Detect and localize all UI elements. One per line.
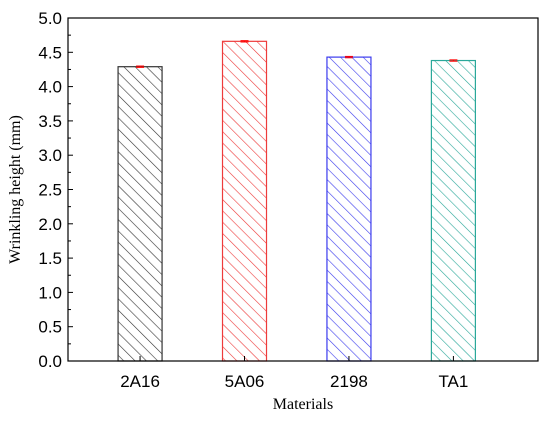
y-tick-label: 1.0 <box>38 283 62 302</box>
x-tick-label: TA1 <box>438 372 468 391</box>
y-tick-label: 0.0 <box>38 352 62 371</box>
bar-2198 <box>326 56 372 362</box>
y-axis-title: Wrinkling height (mm) <box>7 115 24 264</box>
error-bar-ta1 <box>449 59 458 62</box>
x-axis-title: Materials <box>273 396 333 413</box>
y-tick-label: 2.5 <box>38 181 62 200</box>
bar-ta1 <box>430 59 476 362</box>
x-tick-label: 5A06 <box>225 372 265 391</box>
y-tick-label: 1.5 <box>38 249 62 268</box>
x-tick-label: 2A16 <box>120 372 160 391</box>
error-bar-2a16 <box>136 65 145 68</box>
bar-2a16 <box>117 66 163 362</box>
y-tick-label: 3.0 <box>38 146 62 165</box>
x-tick-label: 2198 <box>330 372 368 391</box>
error-bar-2198 <box>344 55 353 59</box>
error-bar-5a06 <box>240 40 249 43</box>
y-tick-label: 3.5 <box>38 112 62 131</box>
y-tick-label: 4.0 <box>38 78 62 97</box>
y-tick-label: 2.0 <box>38 215 62 234</box>
y-tick-label: 5.0 <box>38 9 62 28</box>
bar-5a06 <box>221 40 268 362</box>
y-tick-label: 0.5 <box>38 318 62 337</box>
y-tick-label: 4.5 <box>38 43 62 62</box>
